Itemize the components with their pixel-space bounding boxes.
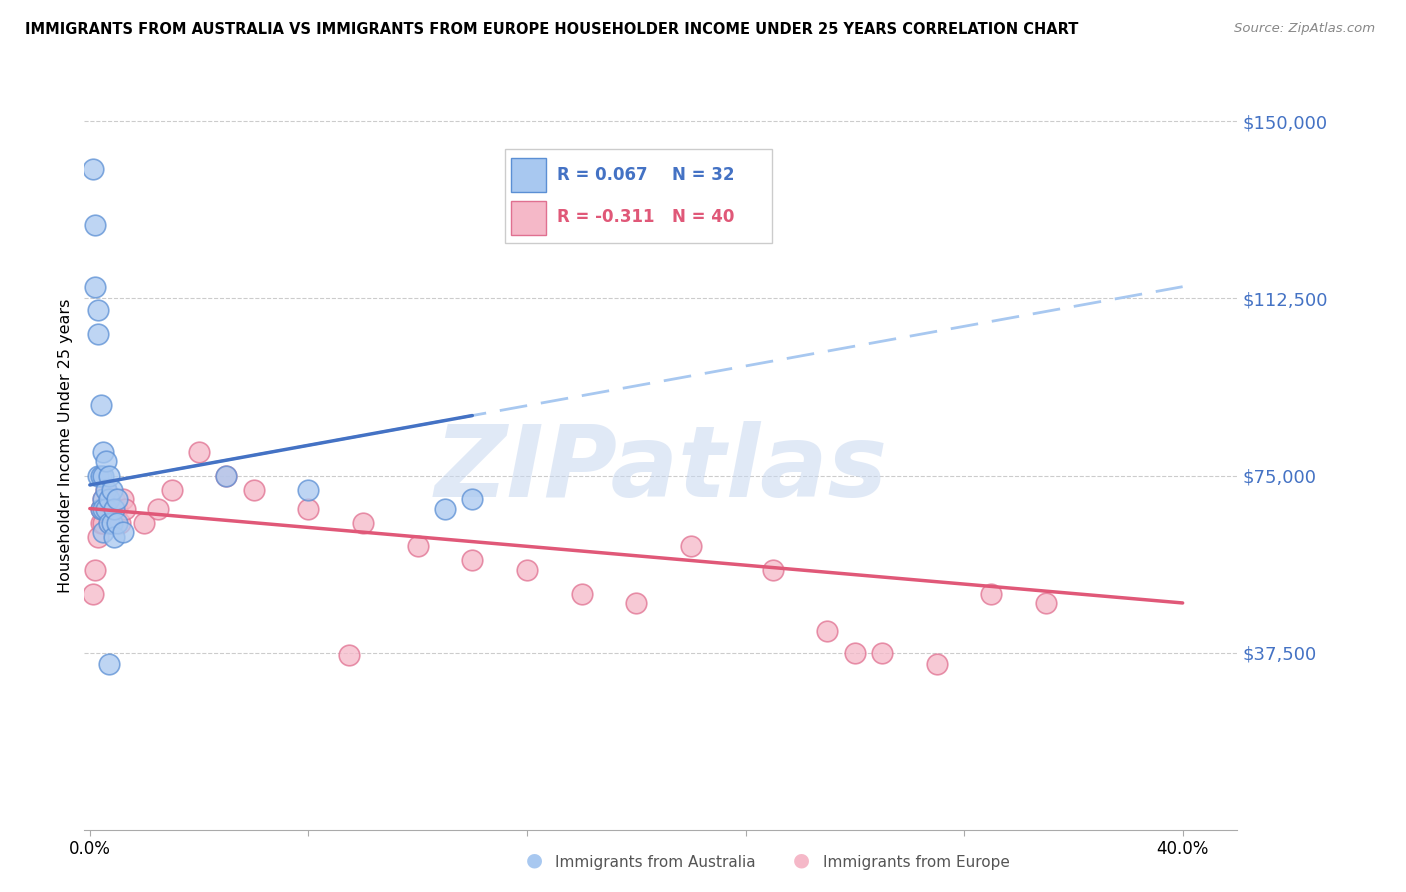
Text: Immigrants from Australia: Immigrants from Australia [555,855,756,870]
Point [461,553,484,567]
Point [103,530,125,544]
Point [97,657,120,672]
Point [406,539,429,553]
Point [160,483,183,497]
Text: ●: ● [526,851,543,870]
Point [87,303,110,318]
Point [93,525,115,540]
Point [97,516,120,530]
Point [105,516,128,530]
Point [844,646,866,660]
Point [93,516,115,530]
Point [817,624,839,639]
Point [96,483,118,497]
Point [90,468,112,483]
Point [87,468,110,483]
Y-axis label: Householder Income Under 25 years: Householder Income Under 25 years [58,299,73,593]
Text: N = 40: N = 40 [672,209,734,227]
Point [337,648,360,662]
Point [188,445,211,459]
Text: N = 32: N = 32 [672,166,734,184]
Point [90,501,112,516]
Text: R = -0.311: R = -0.311 [557,209,655,227]
Point [84,219,107,233]
Point [96,483,118,497]
Bar [510,158,546,192]
Point [297,501,319,516]
Point [93,492,115,507]
Point [82,161,104,176]
Point [100,516,122,530]
Point [84,279,107,293]
Point [679,539,702,553]
Point [90,398,112,412]
Point [571,586,593,600]
Point [96,501,118,516]
Point [90,516,112,530]
Point [105,501,128,516]
Text: Source: ZipAtlas.com: Source: ZipAtlas.com [1234,22,1375,36]
Point [215,468,238,483]
Bar [510,201,546,235]
Point [215,468,238,483]
Point [980,586,1002,600]
FancyBboxPatch shape [505,149,772,244]
Point [84,563,107,577]
Point [97,492,120,507]
Point [111,492,134,507]
Point [97,492,120,507]
Text: Immigrants from Europe: Immigrants from Europe [823,855,1010,870]
Point [870,646,893,660]
Point [87,326,110,341]
Point [626,596,648,610]
Point [96,454,118,468]
Point [433,501,456,516]
Text: IMMIGRANTS FROM AUSTRALIA VS IMMIGRANTS FROM EUROPE HOUSEHOLDER INCOME UNDER 25 : IMMIGRANTS FROM AUSTRALIA VS IMMIGRANTS … [25,22,1078,37]
Point [242,483,264,497]
Point [100,483,122,497]
Point [762,563,785,577]
Point [103,501,125,516]
Point [297,483,319,497]
Point [103,492,125,507]
Point [1035,596,1057,610]
Point [146,501,169,516]
Point [93,445,115,459]
Point [100,516,122,530]
Point [87,530,110,544]
Point [97,516,120,530]
Point [134,516,156,530]
Point [93,492,115,507]
Point [108,516,131,530]
Point [97,468,120,483]
Text: R = 0.067: R = 0.067 [557,166,648,184]
Point [100,501,122,516]
Point [352,516,374,530]
Point [111,525,134,540]
Point [461,492,484,507]
Point [925,657,948,672]
Point [96,501,118,516]
Point [114,501,136,516]
Point [516,563,538,577]
Text: ZIPatlas: ZIPatlas [434,420,887,517]
Point [82,586,104,600]
Text: ●: ● [793,851,810,870]
Point [90,501,112,516]
Point [93,501,115,516]
Point [93,468,115,483]
Point [105,492,128,507]
